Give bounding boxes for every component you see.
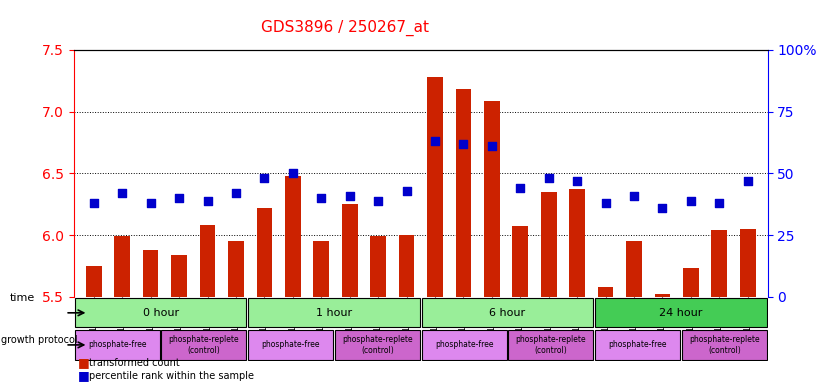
Bar [285,176,300,297]
Bar [314,241,329,297]
Point [116,190,129,196]
Bar [114,236,130,297]
Point [287,170,300,176]
Point [343,192,356,199]
Point [372,197,385,204]
Point [314,195,328,201]
Text: ■: ■ [78,356,89,369]
Text: phosphate-free: phosphate-free [88,340,146,349]
Bar [200,225,215,297]
Bar [427,77,443,297]
Text: 0 hour: 0 hour [143,308,179,318]
Bar [248,330,333,360]
Bar [228,241,244,297]
Point [258,175,271,181]
Point [400,187,413,194]
Bar [595,298,767,327]
Bar [422,330,507,360]
Point [229,190,242,196]
Bar [172,255,187,297]
Point [456,141,470,147]
Point [87,200,100,206]
Point [571,178,584,184]
Text: phosphate-free: phosphate-free [261,340,320,349]
Bar [508,330,594,360]
Text: phosphate-free: phosphate-free [608,340,667,349]
Bar [248,298,420,327]
Bar [335,330,420,360]
Bar [342,204,357,297]
Point [741,178,754,184]
Text: 24 hour: 24 hour [659,308,703,318]
Text: phosphate-replete
(control): phosphate-replete (control) [168,335,239,354]
Bar [399,235,415,297]
Text: percentile rank within the sample: percentile rank within the sample [89,371,254,381]
Point [201,197,214,204]
Bar [422,298,594,327]
Text: phosphate-replete
(control): phosphate-replete (control) [689,335,759,354]
Bar [512,227,528,297]
Bar [86,266,102,297]
Point [172,195,186,201]
Point [656,205,669,211]
Bar [162,330,246,360]
Text: ■: ■ [78,369,89,382]
Text: 6 hour: 6 hour [489,308,525,318]
Point [599,200,612,206]
Bar [598,287,613,297]
Bar [541,192,557,297]
Bar [681,330,767,360]
Bar [626,241,642,297]
Point [627,192,640,199]
Point [684,197,697,204]
Bar [569,189,585,297]
Bar [143,250,158,297]
Bar [712,230,727,297]
Bar [257,208,273,297]
Bar [370,236,386,297]
Bar [595,330,680,360]
Text: time: time [10,293,35,303]
Bar [75,330,160,360]
Bar [456,89,471,297]
Bar [740,229,755,297]
Bar [484,101,500,297]
Text: phosphate-replete
(control): phosphate-replete (control) [342,335,413,354]
Text: phosphate-replete
(control): phosphate-replete (control) [516,335,586,354]
Point [144,200,158,206]
Bar [683,268,699,297]
Text: 1 hour: 1 hour [316,308,352,318]
Point [713,200,726,206]
Bar [654,294,670,297]
Point [542,175,555,181]
Text: transformed count: transformed count [89,358,180,368]
Point [429,138,442,144]
Text: phosphate-free: phosphate-free [435,340,493,349]
Point [485,143,498,149]
Text: GDS3896 / 250267_at: GDS3896 / 250267_at [261,20,429,36]
Text: growth protocol: growth protocol [1,335,77,345]
Point [514,185,527,191]
Bar [75,298,246,327]
